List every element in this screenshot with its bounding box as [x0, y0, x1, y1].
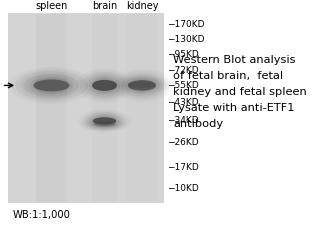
Ellipse shape — [128, 80, 156, 91]
Ellipse shape — [93, 116, 116, 126]
Ellipse shape — [25, 73, 78, 98]
Bar — [36, 14, 67, 202]
Ellipse shape — [34, 77, 69, 94]
Ellipse shape — [23, 74, 80, 97]
Text: −10KD: −10KD — [167, 184, 199, 193]
Text: −55KD: −55KD — [167, 81, 199, 90]
Text: −17KD: −17KD — [167, 163, 199, 172]
Ellipse shape — [128, 78, 156, 93]
Text: −34KD: −34KD — [167, 116, 198, 125]
Ellipse shape — [92, 78, 117, 93]
Text: fetal
spleen: fetal spleen — [35, 0, 68, 11]
Ellipse shape — [89, 76, 120, 95]
Text: −43KD: −43KD — [167, 98, 198, 107]
Text: −170KD: −170KD — [167, 19, 204, 29]
Text: Western Blot analysis
of fetal brain,  fetal
kidney and fetal spleen
Lysate with: Western Blot analysis of fetal brain, fe… — [173, 55, 307, 129]
Ellipse shape — [94, 121, 115, 127]
Text: −26KD: −26KD — [167, 138, 198, 147]
Bar — [92, 14, 118, 202]
Bar — [8, 13, 164, 203]
Ellipse shape — [84, 112, 125, 130]
Bar — [127, 14, 157, 202]
Ellipse shape — [124, 76, 159, 95]
Text: fetal
kidney: fetal kidney — [126, 0, 158, 11]
Ellipse shape — [93, 117, 116, 125]
Text: fetal
brain: fetal brain — [92, 0, 117, 11]
Ellipse shape — [86, 74, 123, 97]
Text: −130KD: −130KD — [167, 35, 204, 44]
Ellipse shape — [34, 79, 69, 91]
Ellipse shape — [29, 75, 74, 96]
Ellipse shape — [31, 77, 72, 93]
Ellipse shape — [121, 74, 163, 96]
Ellipse shape — [92, 80, 117, 91]
Ellipse shape — [90, 114, 119, 127]
Text: −72KD: −72KD — [167, 66, 198, 75]
Text: −95KD: −95KD — [167, 50, 199, 60]
Ellipse shape — [83, 72, 126, 99]
Ellipse shape — [87, 113, 122, 129]
Ellipse shape — [129, 82, 155, 87]
Text: WB:1:1,000: WB:1:1,000 — [12, 210, 70, 220]
Ellipse shape — [94, 122, 115, 126]
